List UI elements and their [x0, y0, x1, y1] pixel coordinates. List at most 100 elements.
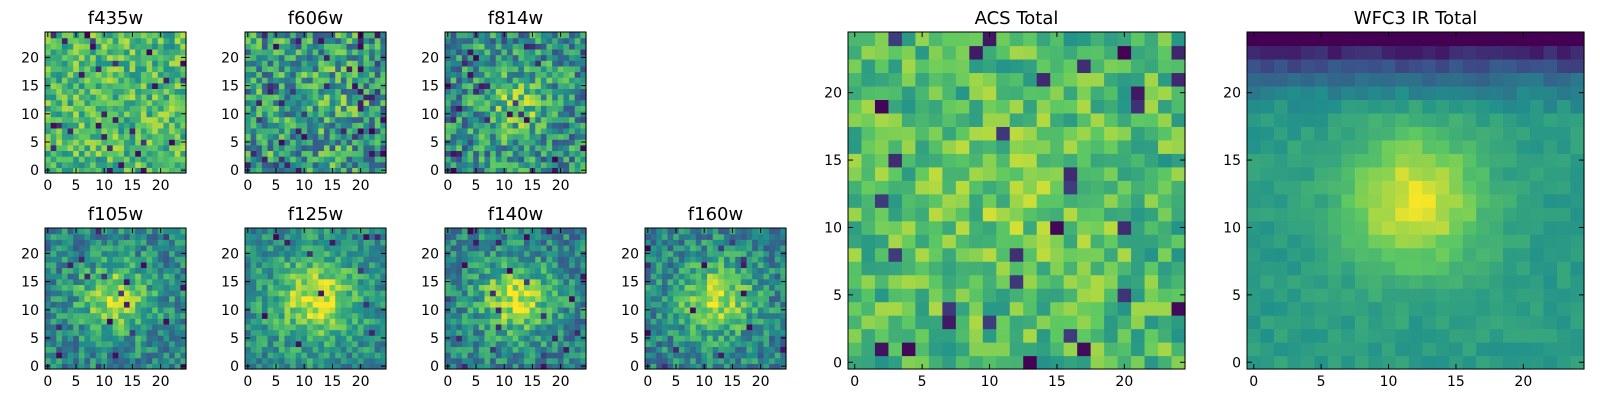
- heatmap-cell: [656, 335, 663, 342]
- heatmap-cell: [261, 261, 269, 269]
- heatmap-cell: [157, 116, 165, 123]
- heatmap-cell: [95, 284, 102, 291]
- heatmap-cell: [284, 267, 291, 274]
- heatmap-cell: [861, 328, 876, 343]
- heatmap-cell: [363, 228, 370, 235]
- heatmap-cell: [507, 139, 514, 146]
- heatmap-cell: [369, 340, 376, 348]
- heatmap-cell: [318, 250, 325, 257]
- heatmap-cell: [84, 167, 91, 174]
- heatmap-cell: [340, 267, 348, 274]
- heatmap-cell: [50, 122, 57, 129]
- heatmap-cell: [290, 357, 297, 364]
- heatmap-cell: [735, 306, 742, 314]
- heatmap-cell: [501, 127, 508, 135]
- heatmap-cell: [569, 32, 576, 39]
- heatmap-cell: [261, 244, 269, 252]
- heatmap-cell: [645, 346, 652, 353]
- heatmap-cell: [996, 342, 1011, 357]
- heatmap-cell: [752, 239, 759, 246]
- heatmap-cell: [135, 144, 142, 152]
- heatmap-cell: [73, 346, 80, 353]
- heatmap-cell: [774, 278, 781, 285]
- heatmap-cell: [752, 346, 759, 353]
- heatmap-cell: [445, 273, 452, 280]
- heatmap-cell: [174, 37, 181, 44]
- heatmap-cell: [774, 329, 781, 336]
- heatmap-cell: [473, 301, 480, 308]
- heatmap-cell: [335, 60, 342, 67]
- heatmap-cell: [129, 278, 136, 285]
- heatmap-cell: [523, 71, 531, 78]
- heatmap-cell: [67, 318, 74, 325]
- heatmap-cell: [1171, 328, 1186, 343]
- heatmap-cell: [67, 312, 74, 319]
- heatmap-cell: [295, 295, 302, 302]
- heatmap-cell: [546, 37, 553, 44]
- heatmap-cell: [484, 284, 491, 291]
- heatmap-cell: [335, 156, 342, 163]
- heatmap-cell: [163, 127, 170, 135]
- heatmap-cell: [352, 105, 359, 112]
- heatmap-cell: [290, 312, 297, 319]
- heatmap-cell: [780, 284, 787, 291]
- heatmap-cell: [888, 193, 903, 208]
- heatmap-cell: [888, 315, 903, 330]
- heatmap-cell: [763, 244, 770, 252]
- heatmap-cell: [146, 329, 153, 336]
- heatmap-cell: [95, 306, 102, 314]
- heatmap-cell: [267, 139, 274, 146]
- heatmap-cell: [707, 256, 714, 263]
- heatmap-cell: [357, 346, 365, 353]
- panel-title: f160w: [688, 204, 743, 225]
- heatmap-cell: [690, 278, 697, 285]
- heatmap-cell: [523, 256, 531, 263]
- heatmap-cell: [495, 290, 502, 297]
- heatmap-cell: [656, 363, 663, 370]
- heatmap-cell: [146, 323, 153, 331]
- heatmap-cell: [135, 295, 142, 302]
- heatmap-cell: [1023, 274, 1038, 289]
- heatmap-cell: [256, 273, 263, 280]
- heatmap-cell: [490, 105, 497, 112]
- heatmap-cell: [540, 94, 548, 101]
- heatmap-cell: [450, 278, 457, 285]
- heatmap-cell: [267, 323, 274, 331]
- heatmap-cell: [374, 48, 381, 56]
- heatmap-cell: [112, 323, 119, 331]
- heatmap-cell: [915, 315, 930, 330]
- heatmap-cell: [340, 228, 348, 235]
- heatmap-cell: [473, 65, 480, 73]
- heatmap-cell: [329, 156, 336, 163]
- heatmap-cell: [307, 318, 314, 325]
- heatmap-cell: [123, 306, 131, 314]
- heatmap-cell: [563, 60, 570, 67]
- heatmap-cell: [169, 43, 176, 50]
- heatmap-cell: [357, 261, 365, 269]
- heatmap-cell: [112, 244, 119, 252]
- heatmap-cell: [1158, 355, 1173, 370]
- heatmap-cell: [563, 139, 570, 146]
- heatmap-cell: [461, 156, 469, 163]
- heatmap-cell: [529, 290, 536, 297]
- heatmap-cell: [152, 116, 159, 123]
- heatmap-cell: [329, 284, 336, 291]
- heatmap-cell: [901, 315, 916, 330]
- heatmap-cell: [501, 48, 508, 56]
- heatmap-cell: [78, 284, 86, 291]
- heatmap-cell: [1117, 153, 1132, 168]
- heatmap-cell: [507, 77, 514, 84]
- heatmap-cell: [135, 335, 142, 342]
- heatmap-cell: [667, 239, 674, 246]
- heatmap-cell: [256, 150, 263, 157]
- heatmap-cell: [95, 77, 102, 84]
- heatmap-cell: [135, 306, 142, 314]
- heatmap-cell: [152, 167, 159, 174]
- heatmap-cell: [712, 273, 719, 280]
- heatmap-cell: [357, 335, 365, 342]
- heatmap-cell: [942, 180, 957, 195]
- heatmap-cell: [78, 32, 86, 39]
- heatmap-cell: [495, 261, 502, 269]
- heatmap-cell: [107, 139, 114, 146]
- heatmap-cell: [267, 301, 274, 308]
